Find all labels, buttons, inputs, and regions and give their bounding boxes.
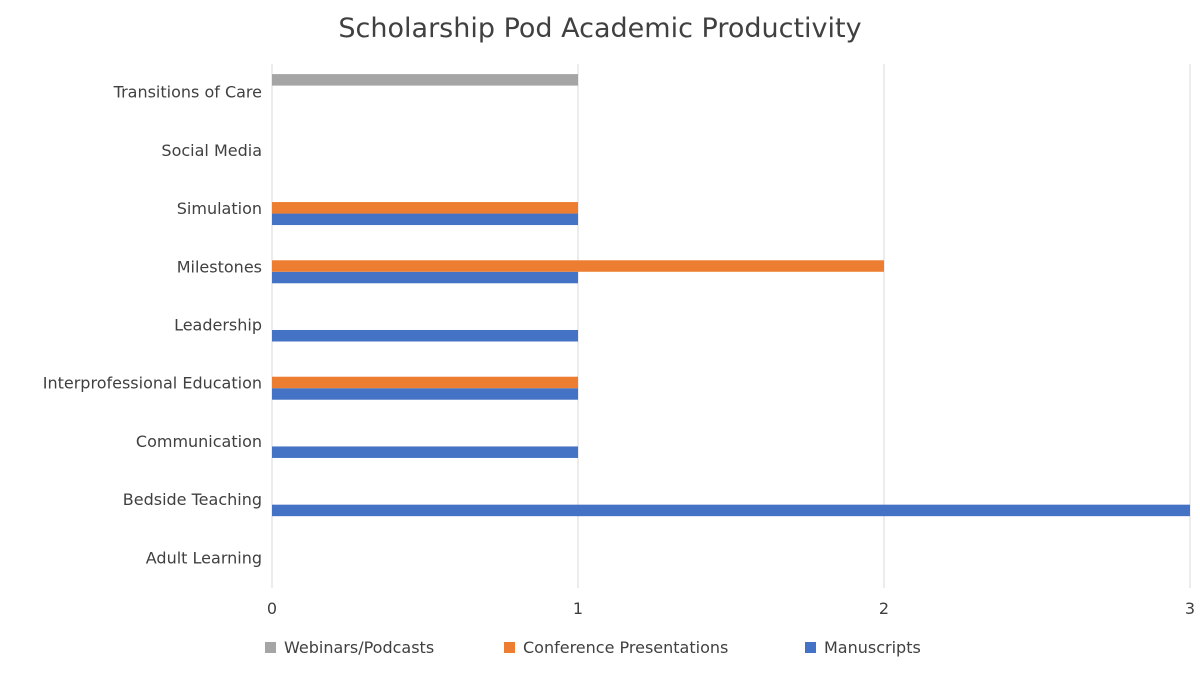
category-label-adult-learning: Adult Learning	[146, 548, 262, 567]
category-label-simulation: Simulation	[177, 199, 262, 218]
category-labels: Adult Learning Bedside Teaching Communicat…	[43, 83, 262, 568]
bar-manuscripts-leadership	[272, 330, 578, 342]
bar-conference-presentations-interprofessional-education	[272, 376, 578, 389]
bar-conference-presentations-simulation	[272, 202, 578, 214]
legend-swatch-conference-presentations	[504, 642, 515, 653]
legend-label-manuscripts: Manuscripts	[824, 638, 921, 657]
legend-swatch-webinars-podcasts	[265, 642, 276, 653]
legend-swatch-manuscripts	[805, 642, 816, 653]
x-tick-label: 3	[1185, 599, 1195, 618]
bar-manuscripts-interprofessional-education	[272, 388, 578, 400]
legend-label-webinars-podcasts: Webinars/Podcasts	[284, 638, 434, 657]
category-label-transitions-of-care: Transitions of Care	[113, 83, 262, 102]
category-label-social-media: Social Media	[161, 141, 262, 160]
bar-conference-presentations-milestones	[272, 260, 884, 272]
bar-webinars-podcasts-transitions-of-care	[272, 74, 578, 86]
x-tick-label: 1	[573, 599, 583, 618]
chart-title: Scholarship Pod Academic Productivity	[338, 13, 861, 44]
legend: Webinars/Podcasts Conference Presentation…	[265, 638, 921, 657]
legend-label-conference-presentations: Conference Presentations	[523, 638, 728, 657]
gridlines	[271, 64, 1191, 588]
bar-manuscripts-simulation	[272, 213, 578, 226]
bar-manuscripts-bedside-teaching	[272, 504, 1190, 517]
category-label-leadership: Leadership	[174, 316, 262, 335]
category-label-bedside-teaching: Bedside Teaching	[123, 490, 262, 509]
x-tick-label: 0	[267, 599, 277, 618]
bar-manuscripts-milestones	[272, 271, 578, 284]
bar-manuscripts-communication	[272, 446, 578, 458]
bars	[272, 74, 1190, 517]
category-label-communication: Communication	[136, 432, 262, 451]
x-tick-label: 2	[879, 599, 889, 618]
category-label-milestones: Milestones	[177, 257, 262, 276]
x-tick-labels: 0 1 2 3	[267, 599, 1195, 618]
category-label-interprofessional-education: Interprofessional Education	[43, 374, 262, 393]
